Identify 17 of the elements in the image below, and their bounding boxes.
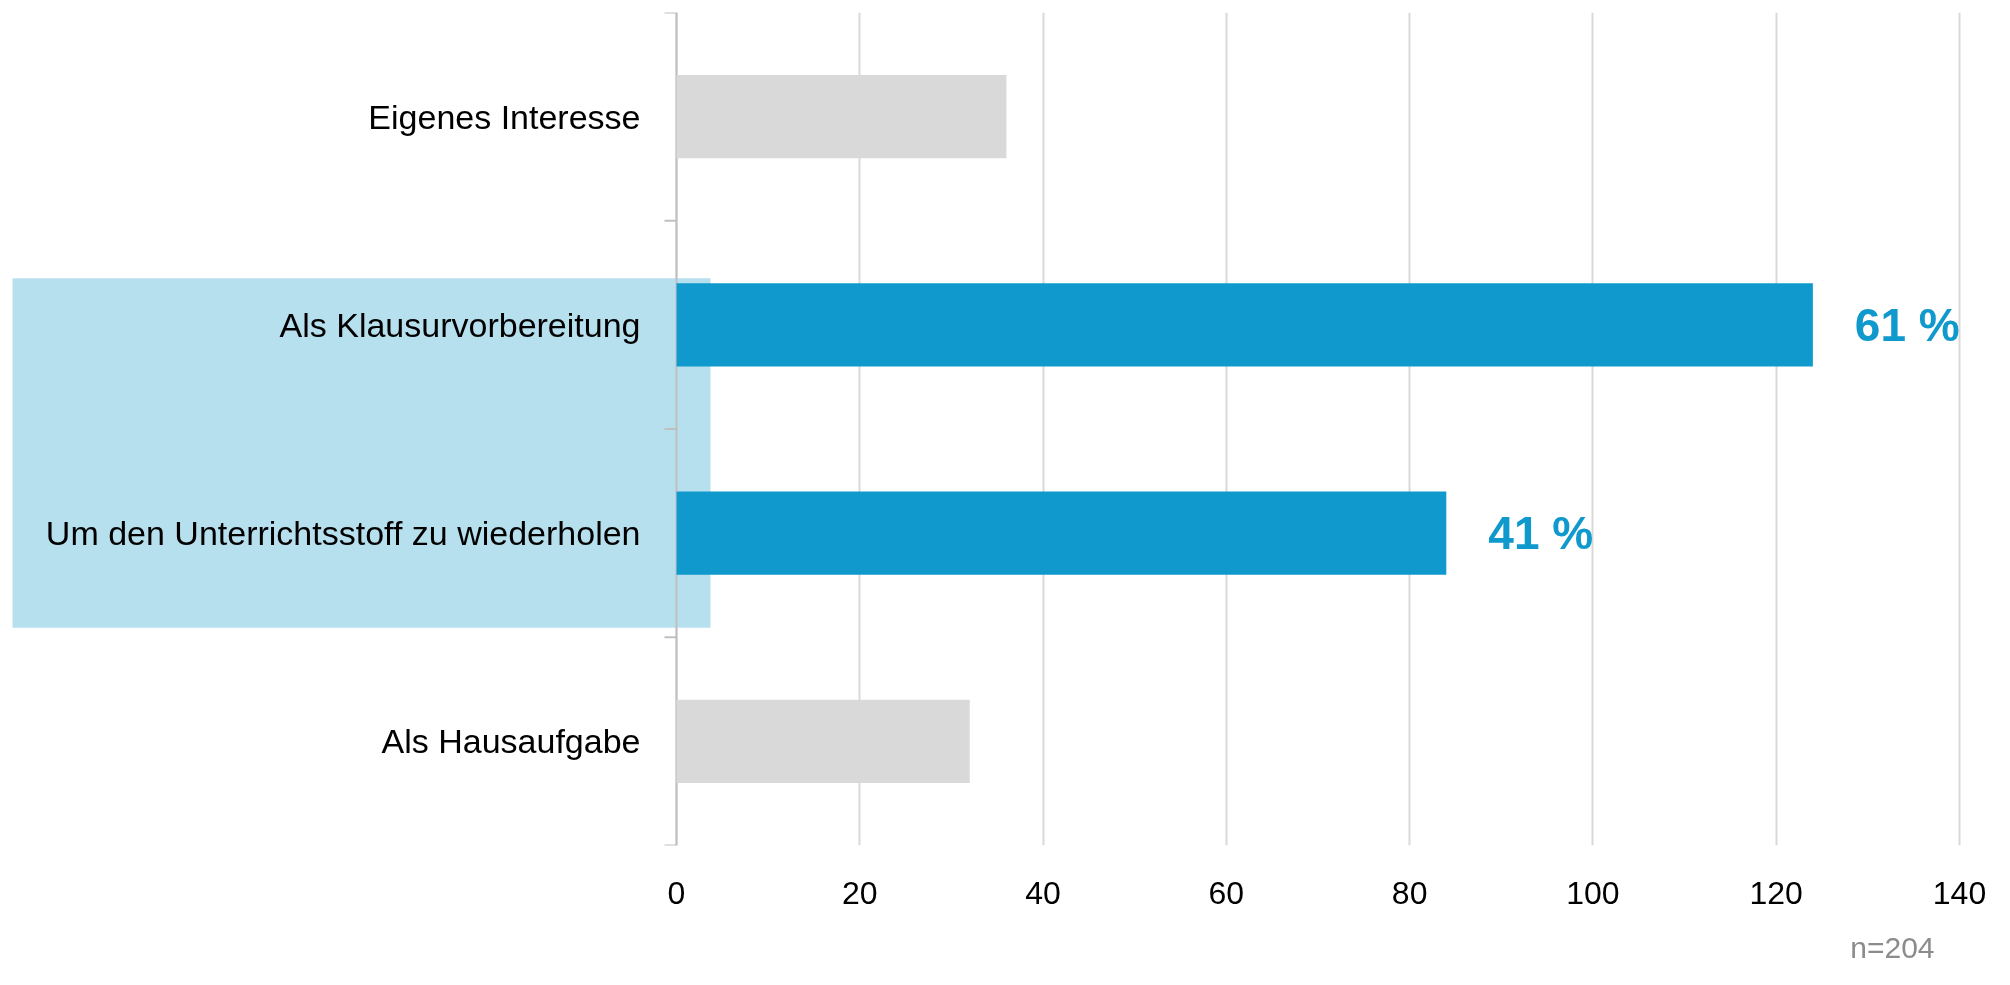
bar — [676, 491, 1447, 575]
x-tick-label: 60 — [1208, 874, 1245, 911]
y-tick-label: Als Hausaufgabe — [381, 722, 641, 761]
text: n=204 — [1850, 930, 1935, 964]
x-tick-label: 20 — [841, 874, 878, 911]
x-tick-label: 100 — [1566, 874, 1620, 911]
x-tick-label: 40 — [1025, 874, 1061, 911]
y-tick-label: Als Klausurvorbereitung — [279, 305, 641, 344]
annotation: 41 % — [1488, 507, 1594, 560]
x-tick-label: 0 — [667, 874, 686, 911]
annotation: 61 % — [1854, 298, 1960, 351]
x-tick-label: 140 — [1932, 874, 1987, 911]
y-tick-label: Um den Unterrichtsstoff zu wiederholen — [45, 514, 641, 553]
x-tick-label: 120 — [1749, 874, 1803, 911]
y-tick-label: Eigenes Interesse — [368, 97, 641, 136]
x-tick-label: 80 — [1391, 874, 1428, 911]
bar — [676, 283, 1813, 367]
